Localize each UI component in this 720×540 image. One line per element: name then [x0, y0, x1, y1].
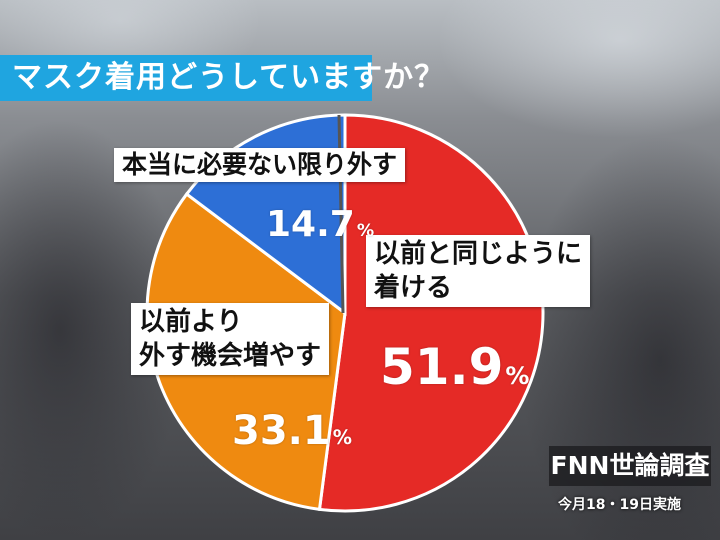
- label-keep-wearing: 以前と同じように 着ける: [366, 235, 591, 307]
- label-remove-unless-needed: 本当に必要ない限り外す: [114, 148, 406, 182]
- label-remove-more: 以前より 外す機会増やす: [131, 303, 330, 375]
- percent-keep-wearing: 51.9%: [380, 338, 529, 396]
- survey-date: 今月18・19日実施: [558, 497, 681, 513]
- label-keep-wearing-line1: 以前と同じように: [374, 239, 583, 269]
- percent-keep-wearing-value: 51.9: [380, 338, 504, 396]
- percent-remove-more-value: 33.1: [232, 408, 331, 454]
- source-label: FNN世論調査: [549, 446, 711, 486]
- percent-remove-more-unit: %: [332, 426, 352, 449]
- question-title: マスク着用どうしていますか？: [0, 55, 444, 101]
- label-remove-more-line2: 外す機会増やす: [139, 341, 322, 371]
- percent-remove-unless-needed-value: 14.7: [266, 204, 355, 245]
- percent-remove-more: 33.1%: [232, 408, 352, 454]
- percent-remove-unless-needed-unit: %: [356, 221, 375, 241]
- label-remove-more-line1: 以前より: [139, 307, 243, 337]
- label-remove-unless-needed-line1: 本当に必要ない限り外す: [122, 150, 398, 179]
- percent-keep-wearing-unit: %: [505, 362, 530, 390]
- percent-remove-unless-needed: 14.7%: [266, 204, 374, 245]
- pie-slice-keep-wearing: [317, 113, 545, 513]
- label-keep-wearing-line2: 着ける: [374, 273, 453, 303]
